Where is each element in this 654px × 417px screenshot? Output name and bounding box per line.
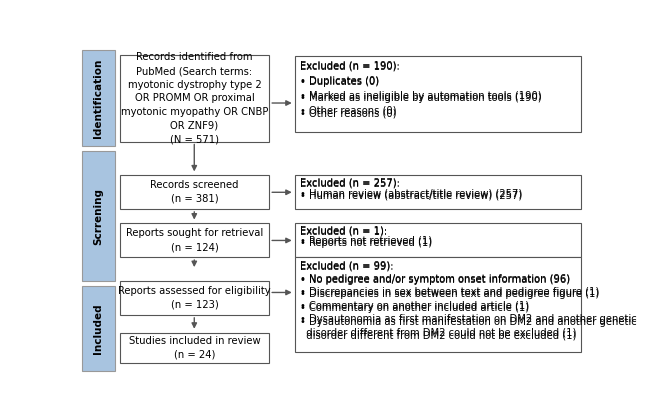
FancyBboxPatch shape — [294, 257, 581, 352]
FancyBboxPatch shape — [120, 281, 269, 315]
Text: Included: Included — [94, 303, 103, 354]
Text: • Commentary on another included article (1): • Commentary on another included article… — [300, 303, 529, 313]
Text: • Reports not retrieved (1)$^{16}$: • Reports not retrieved (1)$^{16}$ — [0, 416, 1, 417]
Text: Excluded (n = 1):: Excluded (n = 1): — [300, 226, 387, 236]
Text: • Other reasons (0): • Other reasons (0) — [300, 109, 396, 119]
Text: disorder different from DM2 could not be excluded (1): disorder different from DM2 could not be… — [300, 328, 576, 338]
Text: Excluded (n = 190):: Excluded (n = 190): — [300, 60, 400, 70]
Text: • Dysautonomia as first manifestation on DM2 and another genetic: • Dysautonomia as first manifestation on… — [300, 314, 636, 324]
Text: • No pedigree and/or symptom onset information (96): • No pedigree and/or symptom onset infor… — [300, 275, 570, 285]
Text: Records identified from
PubMed (Search terms:
myotonic dystrophy type 2
OR PROMM: Records identified from PubMed (Search t… — [121, 53, 268, 144]
Text: • Dysautonomia as first manifestation on DM2 and another genetic: • Dysautonomia as first manifestation on… — [300, 317, 636, 327]
Text: Excluded (n = 99):: Excluded (n = 99): — [300, 261, 393, 271]
Text: • Marked as ineligible by automation tools (190): • Marked as ineligible by automation too… — [300, 91, 542, 100]
FancyBboxPatch shape — [82, 50, 114, 146]
Text: • Discrepancies in sex between text and pedigree figure (1)$^{17}$: • Discrepancies in sex between text and … — [0, 416, 1, 417]
Text: disorder different from DM2 could not be excluded (1): disorder different from DM2 could not be… — [300, 331, 576, 341]
Text: • Discrepancies in sex between text and pedigree figure (1): • Discrepancies in sex between text and … — [300, 289, 599, 299]
Text: • Commentary on another included article (1): • Commentary on another included article… — [300, 301, 529, 311]
Text: • Other reasons (0): • Other reasons (0) — [300, 106, 396, 116]
Text: • Human review (abstract/title review) (257): • Human review (abstract/title review) (… — [300, 188, 522, 198]
Text: disorder different from DM2 could not be excluded (1)$^{18}$: disorder different from DM2 could not be… — [0, 416, 1, 417]
Text: • Duplicates (0): • Duplicates (0) — [300, 75, 379, 85]
FancyBboxPatch shape — [120, 55, 269, 141]
Text: Reports assessed for eligibility
(n = 123): Reports assessed for eligibility (n = 12… — [118, 286, 271, 310]
Text: • Reports not retrieved (1): • Reports not retrieved (1) — [300, 238, 432, 248]
Text: Excluded (n = 190):: Excluded (n = 190): — [300, 62, 400, 72]
FancyBboxPatch shape — [120, 175, 269, 209]
FancyBboxPatch shape — [120, 333, 269, 363]
Text: Studies included in review
(n = 24): Studies included in review (n = 24) — [129, 336, 260, 359]
Text: • Discrepancies in sex between text and pedigree figure (1): • Discrepancies in sex between text and … — [300, 287, 599, 297]
FancyBboxPatch shape — [82, 286, 114, 371]
Text: Excluded (n = 257):: Excluded (n = 257): — [300, 178, 400, 188]
Text: • Duplicates (0): • Duplicates (0) — [300, 78, 379, 88]
Text: Excluded (n = 1):: Excluded (n = 1): — [300, 225, 387, 235]
FancyBboxPatch shape — [294, 175, 581, 209]
Text: • Reports not retrieved (1): • Reports not retrieved (1) — [300, 236, 432, 246]
Text: Scrrening: Scrrening — [94, 188, 103, 245]
FancyBboxPatch shape — [82, 151, 114, 281]
FancyBboxPatch shape — [294, 224, 581, 257]
Text: • Human review (abstract/title review) (257): • Human review (abstract/title review) (… — [300, 190, 522, 200]
Text: • No pedigree and/or symptom onset information (96): • No pedigree and/or symptom onset infor… — [300, 274, 570, 284]
Text: Records screened
(n = 381): Records screened (n = 381) — [150, 180, 239, 204]
Text: Excluded (n = 257):: Excluded (n = 257): — [300, 177, 400, 187]
Text: Reports sought for retrieval
(n = 124): Reports sought for retrieval (n = 124) — [126, 229, 263, 252]
Text: Excluded (n = 99):: Excluded (n = 99): — [300, 260, 393, 270]
FancyBboxPatch shape — [294, 56, 581, 132]
Text: Identification: Identification — [94, 58, 103, 138]
Text: • Commentary on another included article (1)$^{10}$: • Commentary on another included article… — [0, 416, 1, 417]
FancyBboxPatch shape — [120, 224, 269, 257]
Text: • Marked as ineligible by automation tools (190): • Marked as ineligible by automation too… — [300, 93, 542, 103]
